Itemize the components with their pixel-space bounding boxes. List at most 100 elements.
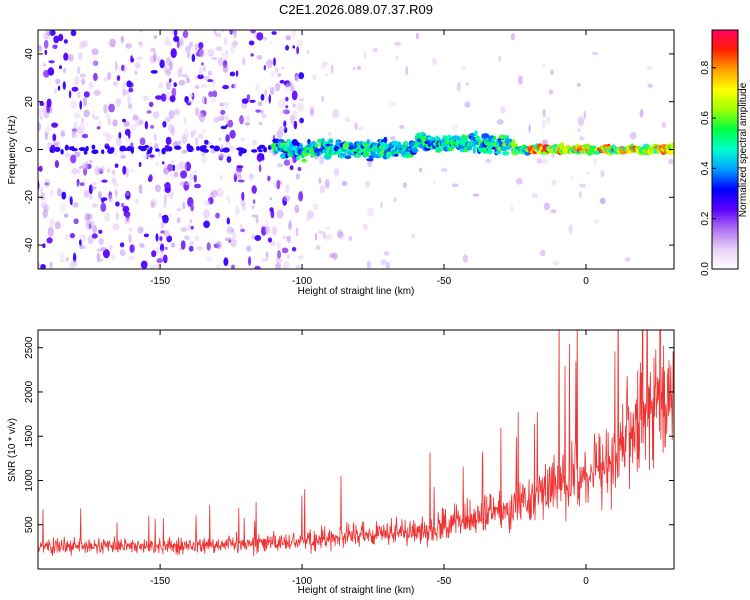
spectrogram-noise-blob bbox=[273, 57, 276, 67]
spectrogram-noise-blob bbox=[115, 201, 120, 207]
spectrogram-noise-blob bbox=[164, 193, 167, 204]
spectrogram-noise-blob bbox=[190, 130, 195, 138]
spectrogram-noise-blob bbox=[111, 177, 117, 184]
spectrogram-noise-blob bbox=[114, 189, 119, 197]
spectrogram-noise-blob bbox=[54, 87, 57, 94]
spectrogram-noise-blob bbox=[568, 224, 573, 235]
spectrogram-noise-blob bbox=[130, 55, 133, 63]
spectrogram-noise-blob bbox=[531, 192, 539, 199]
spectrogram-noise-blob bbox=[255, 109, 262, 113]
spectrogram-noise-blob bbox=[71, 86, 79, 92]
spectrogram-noise-blob bbox=[216, 187, 224, 198]
spectrogram-noise-blob bbox=[139, 137, 146, 146]
spectrogram-noise-blob bbox=[98, 119, 102, 128]
spectrogram-noise-blob bbox=[219, 115, 225, 121]
spectrogram-noise-blob bbox=[240, 228, 246, 233]
spectrogram-noise-blob bbox=[39, 101, 44, 107]
spectrogram-noise-blob bbox=[125, 167, 129, 178]
spectrogram-trace-blob bbox=[472, 140, 477, 148]
spectrogram-noise-blob bbox=[181, 149, 188, 154]
spectrogram-noise-blob bbox=[296, 102, 304, 113]
spectrogram-noise-blob bbox=[242, 202, 246, 211]
spectrogram-noise-blob bbox=[123, 121, 130, 127]
spectrogram-noise-blob bbox=[96, 126, 101, 130]
spectrogram-trace-blob bbox=[209, 145, 215, 149]
spectrogram-noise-blob bbox=[169, 95, 176, 103]
spectrogram-noise-blob bbox=[263, 37, 268, 41]
snr-x-tick-label: -150 bbox=[150, 576, 170, 587]
spectrogram-noise-blob bbox=[385, 261, 390, 269]
spectrogram-noise-blob bbox=[290, 114, 295, 124]
spectrogram-noise-blob bbox=[196, 245, 204, 251]
spectrogram-trace-blob bbox=[60, 149, 64, 155]
spectrogram-noise-blob bbox=[571, 175, 574, 180]
spectrogram-trace-blob bbox=[104, 145, 111, 149]
spectrogram-noise-blob bbox=[201, 62, 204, 66]
spectrogram-noise-blob bbox=[40, 264, 46, 269]
spectrogram-noise-blob bbox=[122, 165, 127, 175]
spectrogram-noise-blob bbox=[64, 152, 71, 158]
spectrogram-trace-blob bbox=[201, 145, 207, 150]
spectrogram-noise-blob bbox=[298, 191, 304, 202]
spectrogram-noise-blob bbox=[268, 41, 273, 45]
spectrogram-noise-blob bbox=[101, 179, 108, 183]
spectrogram-noise-blob bbox=[235, 205, 240, 216]
spectrogram-noise-blob bbox=[100, 246, 107, 251]
spectrogram-noise-blob bbox=[38, 262, 41, 269]
spectrogram-noise-blob bbox=[153, 35, 158, 39]
spectrogram-noise-blob bbox=[577, 128, 582, 133]
spectrogram-noise-blob bbox=[59, 258, 66, 263]
spectrogram-noise-blob bbox=[173, 30, 178, 37]
spectrogram-noise-blob bbox=[276, 163, 284, 168]
colorbar-tick-label: 0.2 bbox=[700, 211, 711, 225]
spectrogram-noise-blob bbox=[282, 235, 289, 240]
spectrogram-noise-blob bbox=[192, 169, 198, 174]
spectrogram-noise-blob bbox=[178, 140, 182, 146]
spectrogram-noise-blob bbox=[123, 89, 130, 96]
spectrogram-noise-blob bbox=[498, 55, 501, 63]
spectrogram-noise-blob bbox=[239, 115, 244, 125]
spectrogram-noise-blob bbox=[174, 171, 179, 178]
spectrogram-noise-blob bbox=[203, 65, 206, 72]
spectrogram-noise-blob bbox=[189, 241, 195, 246]
spectrogram-noise-blob bbox=[262, 258, 269, 262]
spectrogram-noise-blob bbox=[190, 203, 194, 212]
spectrogram-noise-blob bbox=[158, 82, 164, 89]
spectrogram-noise-blob bbox=[144, 121, 149, 130]
spectrogram-noise-blob bbox=[517, 75, 523, 85]
snr-y-tick-label: 2500 bbox=[24, 336, 35, 359]
spectrogram-noise-blob bbox=[73, 218, 79, 225]
spectrogram-noise-blob bbox=[541, 139, 548, 145]
spectrogram-noise-blob bbox=[91, 203, 99, 208]
spectrogram-noise-blob bbox=[182, 201, 186, 210]
snr-panel: -150 -100 -50 0 500 1000 1500 2000 2500 Height … bbox=[7, 329, 675, 596]
spectrogram-noise-blob bbox=[226, 226, 234, 234]
spectrogram-trace-blob bbox=[301, 158, 308, 163]
spectrogram-noise-blob bbox=[464, 101, 471, 108]
spectrogram-noise-blob bbox=[40, 186, 43, 194]
spectrogram-noise-blob bbox=[189, 173, 195, 180]
spectrogram-noise-blob bbox=[515, 178, 523, 185]
spectrogram-noise-blob bbox=[124, 128, 131, 136]
spectrogram-noise-blob bbox=[249, 99, 256, 103]
spectrogram-noise-blob bbox=[74, 75, 80, 86]
spectrogram-noise-blob bbox=[269, 207, 274, 213]
spectrogram-noise-blob bbox=[234, 171, 242, 178]
spectrogram-noise-blob bbox=[394, 41, 402, 46]
spectrogram-noise-blob bbox=[84, 213, 90, 221]
spectrogram-noise-blob bbox=[167, 163, 173, 172]
spectrogram-trace-blob bbox=[155, 148, 160, 152]
spectrogram-noise-blob bbox=[91, 182, 98, 186]
spectrogram-noise-blob bbox=[201, 154, 207, 164]
spectrogram-noise-blob bbox=[103, 77, 108, 83]
snr-y-tick-label: 500 bbox=[24, 516, 35, 533]
spectrogram-noise-blob bbox=[235, 70, 239, 77]
spectrogram-trace-blob bbox=[258, 149, 263, 153]
spectrogram-noise-blob bbox=[149, 265, 157, 269]
spectrogram-noise-blob bbox=[319, 155, 325, 165]
spectrogram-trace-blob bbox=[91, 149, 99, 154]
spectrogram-x-tick-label: -50 bbox=[437, 276, 452, 287]
spectrogram-noise-blob bbox=[624, 257, 631, 262]
spectrogram-noise-blob bbox=[210, 97, 217, 103]
spectrogram-trace-blob bbox=[383, 136, 388, 143]
